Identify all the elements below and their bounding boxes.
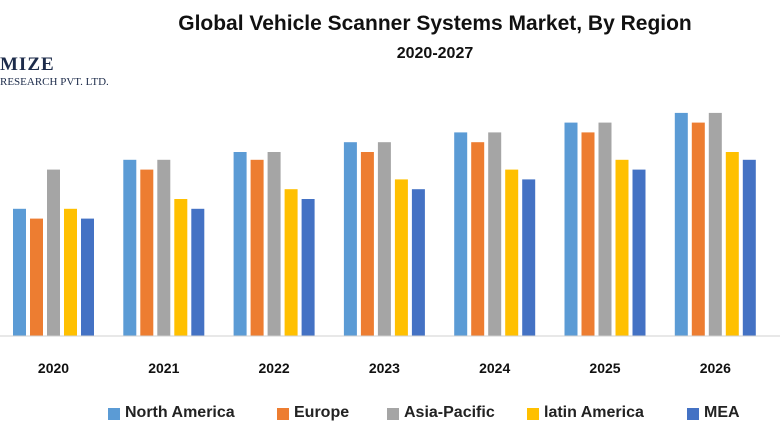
x-tick-label-2023: 2023 bbox=[369, 360, 400, 376]
bar-europe-2024 bbox=[471, 142, 485, 336]
bar-north-america-2025 bbox=[564, 122, 578, 336]
bar-europe-2025 bbox=[581, 132, 595, 336]
legend-swatch-latin-america bbox=[527, 408, 539, 420]
bar-mea-2022 bbox=[301, 199, 315, 336]
bar-latin-america-2022 bbox=[284, 189, 298, 336]
bar-europe-2020 bbox=[30, 218, 43, 336]
legend-label-latin-america: latin America bbox=[544, 404, 644, 421]
bar-mea-2026 bbox=[742, 159, 756, 336]
bar-latin-america-2020 bbox=[64, 208, 77, 336]
bar-mea-2020 bbox=[81, 218, 94, 336]
legend-swatch-north-america bbox=[108, 408, 120, 420]
logo-text-bottom: RESEARCH PVT. LTD. bbox=[0, 76, 109, 88]
bar-north-america-2021 bbox=[123, 159, 137, 336]
bar-north-america-2024 bbox=[454, 132, 468, 336]
legend-label-asia-pacific: Asia-Pacific bbox=[404, 404, 495, 421]
company-logo: MIZE RESEARCH PVT. LTD. bbox=[0, 54, 110, 94]
bar-north-america-2026 bbox=[674, 112, 688, 337]
bar-north-america-2022 bbox=[233, 152, 247, 336]
x-tick-label-2022: 2022 bbox=[259, 360, 290, 376]
bar-north-america-2020 bbox=[13, 208, 26, 336]
bar-mea-2024 bbox=[522, 179, 536, 336]
bar-asia-pacific-2024 bbox=[488, 132, 502, 336]
legend-swatch-europe bbox=[277, 408, 289, 420]
bar-asia-pacific-2020 bbox=[47, 169, 60, 336]
bar-latin-america-2024 bbox=[505, 169, 519, 336]
x-tick-label-2024: 2024 bbox=[479, 360, 510, 376]
chart-legend: North America Europe Asia-Pacific latin Ame… bbox=[0, 398, 780, 428]
bar-europe-2022 bbox=[250, 159, 264, 336]
legend-label-europe: Europe bbox=[294, 404, 350, 421]
legend-label-north-america: North America bbox=[125, 404, 235, 421]
bar-latin-america-2021 bbox=[174, 199, 188, 336]
legend-swatch-asia-pacific bbox=[387, 408, 399, 420]
x-tick-label-2026: 2026 bbox=[700, 360, 731, 376]
bar-asia-pacific-2021 bbox=[157, 159, 171, 336]
chart-title: Global Vehicle Scanner Systems Market, B… bbox=[178, 12, 692, 35]
x-tick-labels: 2020 2021 2022 2023 2024 2025 2026 bbox=[38, 360, 731, 376]
x-tick-label-2025: 2025 bbox=[589, 360, 620, 376]
bar-mea-2021 bbox=[191, 208, 205, 336]
legend-swatch-mea bbox=[687, 408, 699, 420]
bar-europe-2021 bbox=[140, 169, 154, 336]
bar-europe-2023 bbox=[360, 152, 374, 336]
bar-north-america-2023 bbox=[343, 142, 357, 336]
x-tick-label-2021: 2021 bbox=[148, 360, 179, 376]
bar-asia-pacific-2025 bbox=[598, 122, 612, 336]
bar-asia-pacific-2026 bbox=[708, 112, 722, 337]
bar-asia-pacific-2023 bbox=[377, 142, 391, 336]
bar-latin-america-2026 bbox=[725, 152, 739, 336]
bar-mea-2023 bbox=[411, 189, 425, 336]
bar-mea-2025 bbox=[632, 169, 646, 336]
bar-latin-america-2025 bbox=[615, 159, 629, 336]
bar-asia-pacific-2022 bbox=[267, 152, 281, 336]
x-tick-label-2020: 2020 bbox=[38, 360, 69, 376]
logo-text-top: MIZE bbox=[0, 54, 55, 75]
bar-latin-america-2023 bbox=[394, 179, 408, 336]
chart-subtitle: 2020-2027 bbox=[396, 45, 474, 62]
legend-label-mea: MEA bbox=[704, 404, 740, 421]
bar-europe-2026 bbox=[691, 122, 705, 336]
bar-group bbox=[13, 112, 756, 337]
